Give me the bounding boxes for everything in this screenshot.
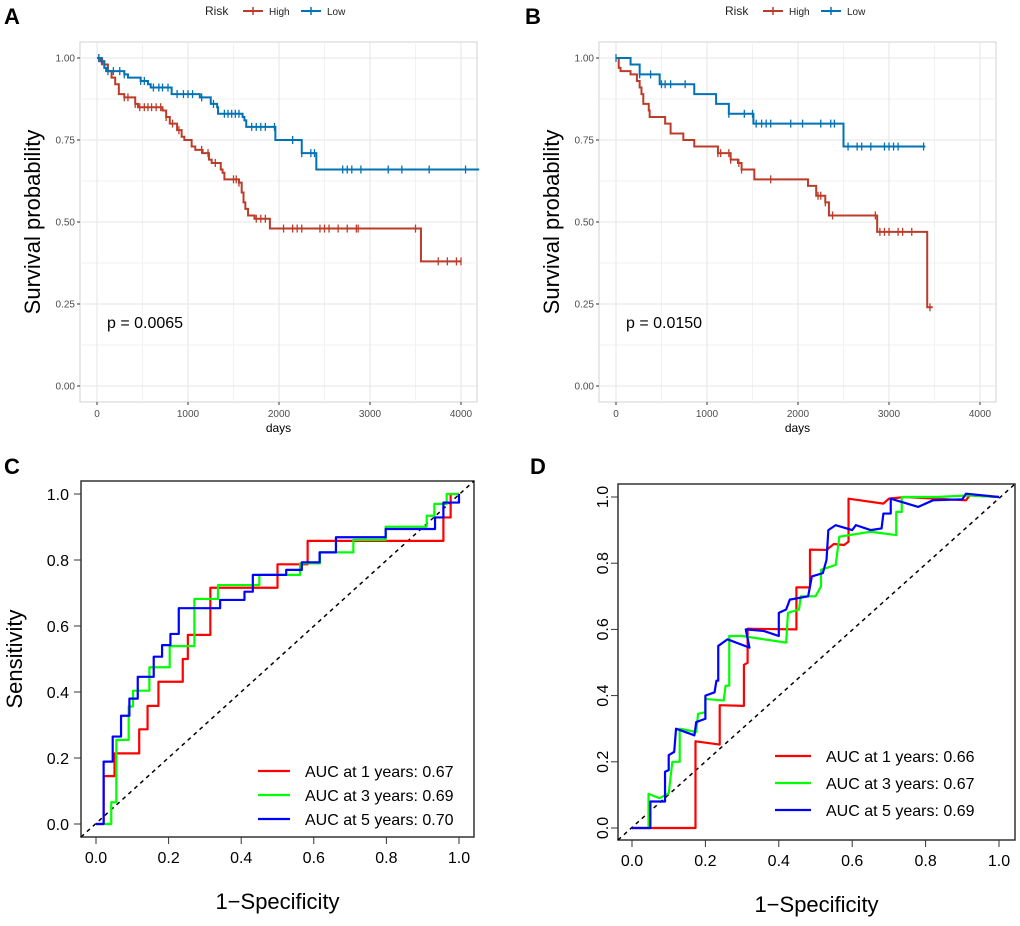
x-tick-label: 1.0 bbox=[448, 850, 470, 867]
x-tick-label: 3000 bbox=[359, 409, 382, 420]
y-tick-label: 0.4 bbox=[47, 685, 69, 702]
km-plot-a: 0.00 0.25 0.50 0.75 1.00 0 1000 2000 3000 4000 day… bbox=[20, 4, 480, 435]
legend-label-high: High bbox=[789, 7, 810, 18]
y-tick-label: 1.00 bbox=[56, 54, 76, 65]
x-tick-label: 0.8 bbox=[914, 853, 936, 870]
legend: Risk High Low bbox=[725, 4, 866, 18]
panel-letter-c: C bbox=[4, 454, 20, 479]
p-value-annotation: p = 0.0150 bbox=[626, 315, 702, 332]
plot-box bbox=[80, 480, 475, 838]
km-plot-b: 0.00 0.25 0.50 0.75 1.00 0 1000 2000 3000 4000 day… bbox=[539, 4, 997, 435]
legend-label: AUC at 1 years: 0.67 bbox=[305, 764, 454, 781]
legend-title: Risk bbox=[725, 4, 749, 18]
legend-label-high: High bbox=[269, 7, 290, 18]
survival-curve-low bbox=[616, 57, 926, 148]
roc-curve-5yr bbox=[96, 494, 461, 826]
x-axis-label: days bbox=[266, 421, 291, 435]
y-tick-label: 0.0 bbox=[47, 817, 69, 834]
roc-plot-d: 0.0 0.2 0.4 0.6 0.8 1.0 0.0 0.2 0.4 0.6 0.8 1.0 1−Sp… bbox=[595, 483, 1016, 917]
y-axis-label: Sensitivity bbox=[2, 609, 27, 708]
y-tick-label: 0.75 bbox=[575, 136, 595, 147]
roc-curve-5yr bbox=[632, 492, 1000, 830]
p-value-annotation: p = 0.0065 bbox=[107, 315, 183, 332]
y-tick-label: 0.00 bbox=[575, 382, 595, 393]
legend-label: AUC at 5 years: 0.70 bbox=[305, 812, 454, 829]
roc-curve-1yr bbox=[96, 492, 459, 826]
legend: Risk High Low bbox=[205, 4, 346, 18]
x-tick-label: 2000 bbox=[268, 409, 291, 420]
panel-letter-b: B bbox=[525, 4, 541, 29]
legend-title: Risk bbox=[205, 4, 229, 18]
x-tick-label: 4000 bbox=[969, 409, 992, 420]
x-tick-label: 1000 bbox=[177, 409, 200, 420]
x-tick-label: 0.6 bbox=[841, 853, 863, 870]
y-tick-label: 0.25 bbox=[575, 300, 595, 311]
x-axis-label: 1−Specificity bbox=[215, 889, 339, 914]
x-axis-label: 1−Specificity bbox=[754, 892, 878, 917]
y-tick-label: 0.75 bbox=[56, 136, 76, 147]
y-tick-label: 1.0 bbox=[47, 487, 69, 504]
y-axis-label: Survival probability bbox=[539, 130, 564, 315]
plot-box bbox=[617, 483, 1016, 841]
x-tick-label: 0.4 bbox=[768, 853, 790, 870]
y-tick-label: 0.0 bbox=[595, 817, 612, 839]
y-tick-label: 0.50 bbox=[56, 218, 76, 229]
x-tick-label: 3000 bbox=[878, 409, 901, 420]
legend-label: AUC at 3 years: 0.67 bbox=[826, 776, 975, 793]
panel-letter-a: A bbox=[4, 4, 20, 29]
roc-plot-c: 0.0 0.2 0.4 0.6 0.8 1.0 0.0 0.2 0.4 0.6 0.8 1.0 1−Sp… bbox=[2, 480, 475, 914]
x-tick-label: 0.4 bbox=[230, 850, 252, 867]
x-tick-label: 2000 bbox=[787, 409, 810, 420]
legend-label-low: Low bbox=[847, 7, 866, 18]
x-tick-label: 0 bbox=[94, 409, 100, 420]
diagonal-reference-line bbox=[80, 480, 475, 838]
diagonal-reference-line bbox=[617, 483, 1016, 841]
panel-letter-d: D bbox=[530, 454, 546, 479]
survival-curve-high bbox=[616, 57, 933, 309]
roc-curve-3yr bbox=[647, 494, 1000, 828]
x-tick-label: 4000 bbox=[450, 409, 473, 420]
legend-label: AUC at 1 years: 0.66 bbox=[826, 749, 975, 766]
y-tick-label: 0.00 bbox=[56, 382, 76, 393]
legend-label-low: Low bbox=[327, 7, 346, 18]
legend-label: AUC at 5 years: 0.69 bbox=[826, 803, 975, 820]
roc-curve-3yr bbox=[103, 492, 459, 826]
y-tick-label: 0.6 bbox=[47, 619, 69, 636]
y-tick-label: 0.50 bbox=[575, 218, 595, 229]
x-axis-label: days bbox=[785, 421, 810, 435]
legend-label: AUC at 3 years: 0.69 bbox=[305, 788, 454, 805]
y-tick-label: 1.00 bbox=[575, 54, 595, 65]
x-tick-label: 0.2 bbox=[694, 853, 716, 870]
x-tick-label: 1.0 bbox=[988, 853, 1010, 870]
x-tick-label: 1000 bbox=[696, 409, 719, 420]
y-tick-label: 0.2 bbox=[47, 751, 69, 768]
y-tick-label: 0.4 bbox=[595, 684, 612, 706]
x-tick-label: 0.2 bbox=[157, 850, 179, 867]
y-axis-label: Survival probability bbox=[20, 130, 45, 315]
x-tick-label: 0 bbox=[613, 409, 619, 420]
y-tick-label: 0.8 bbox=[595, 552, 612, 574]
y-tick-label: 0.25 bbox=[56, 300, 76, 311]
survival-curve-high bbox=[97, 57, 461, 263]
y-tick-label: 0.2 bbox=[595, 751, 612, 773]
x-tick-label: 0.8 bbox=[375, 850, 397, 867]
x-tick-label: 0.0 bbox=[85, 850, 107, 867]
x-tick-label: 0.6 bbox=[303, 850, 325, 867]
x-tick-label: 0.0 bbox=[621, 853, 643, 870]
y-tick-label: 0.8 bbox=[47, 553, 69, 570]
y-tick-label: 0.6 bbox=[595, 618, 612, 640]
y-tick-label: 1.0 bbox=[595, 486, 612, 508]
